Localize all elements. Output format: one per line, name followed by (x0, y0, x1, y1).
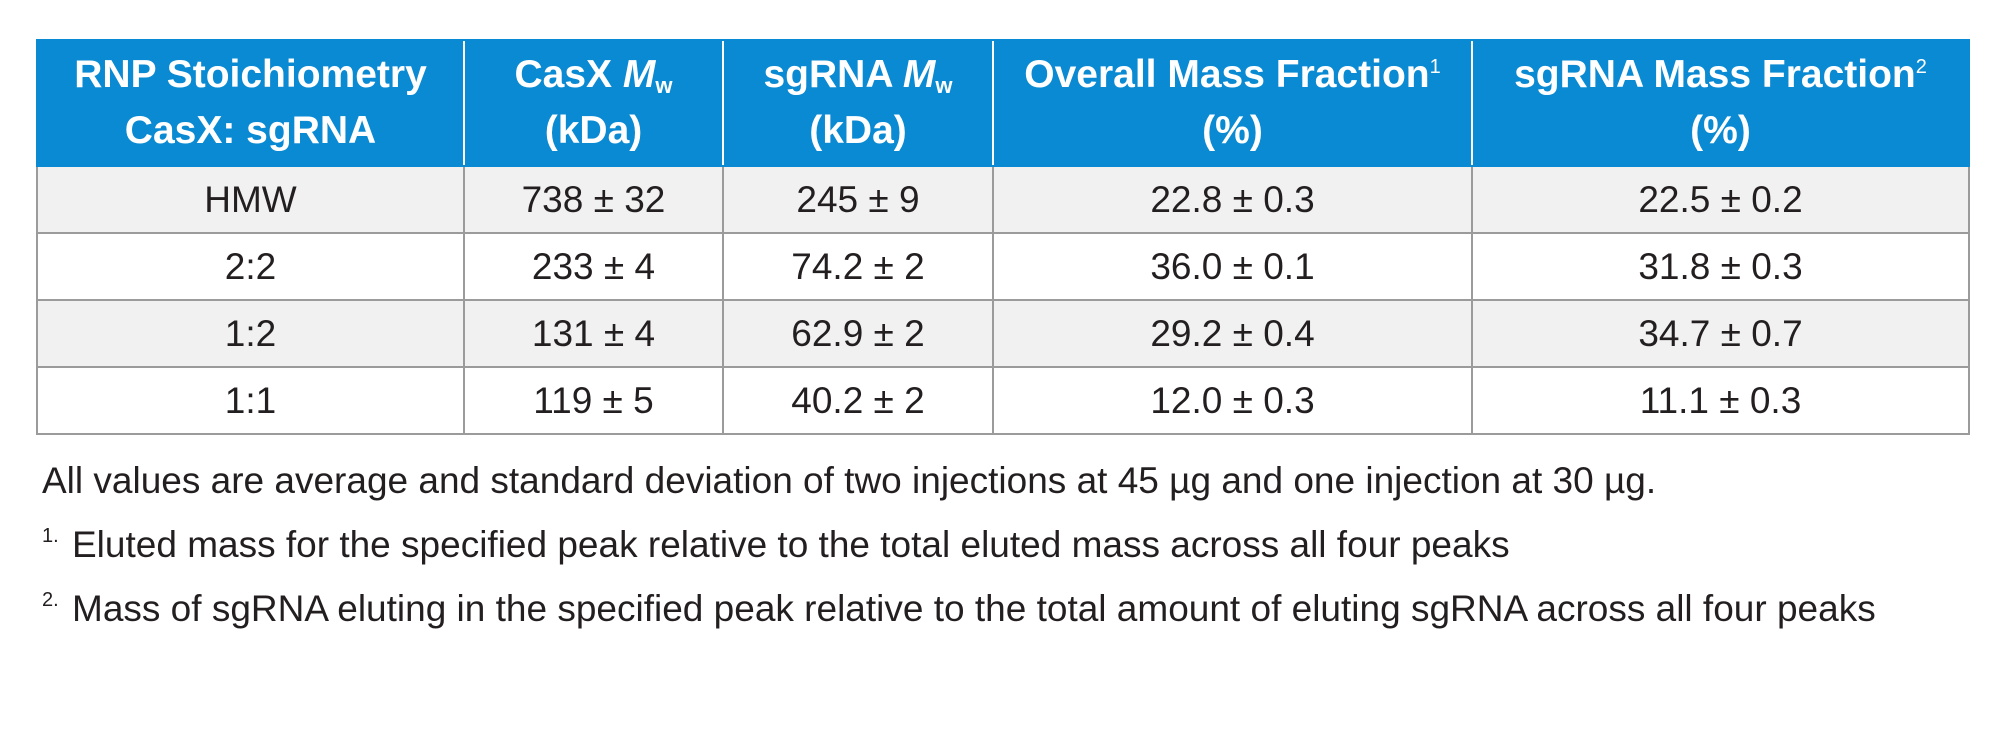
table-cell: 22.5 ± 0.2 (1471, 165, 1970, 234)
table-row: 1:1 119 ± 5 40.2 ± 2 12.0 ± 0.3 11.1 ± 0… (36, 366, 1970, 435)
table-cell: 40.2 ± 2 (722, 366, 994, 435)
table-cell: 245 ± 9 (722, 165, 994, 234)
footnote-marker: 2. (42, 589, 59, 611)
header-sgrna-mass-fraction: sgRNA Mass Fraction2 (%) (1471, 39, 1970, 167)
rnp-stoichiometry-table: RNP Stoichiometry CasX: sgRNA CasX Mw (k… (36, 39, 1970, 435)
table-row: 1:2 131 ± 4 62.9 ± 2 29.2 ± 0.4 34.7 ± 0… (36, 299, 1970, 368)
header-text: CasX: sgRNA (124, 109, 377, 152)
table-cell: 1:2 (36, 299, 465, 368)
table-cell: 2:2 (36, 232, 465, 301)
table-cell: HMW (36, 165, 465, 234)
header-overall-mass-fraction: Overall Mass Fraction1 (%) (992, 39, 1472, 167)
table-cell: 233 ± 4 (463, 232, 724, 301)
table-cell: 31.8 ± 0.3 (1471, 232, 1970, 301)
table-cell: 74.2 ± 2 (722, 232, 994, 301)
data-table-container: RNP Stoichiometry CasX: sgRNA CasX Mw (k… (36, 39, 1970, 435)
table-cell: 36.0 ± 0.1 (992, 232, 1473, 301)
header-text: sgRNA Mw (763, 53, 953, 98)
footnote-1: 1. Eluted mass for the specified peak re… (42, 522, 1962, 568)
footnote-text: Eluted mass for the specified peak relat… (72, 524, 1510, 565)
table-cell: 34.7 ± 0.7 (1471, 299, 1970, 368)
header-text: CasX Mw (514, 53, 673, 98)
header-rnp-stoichiometry: RNP Stoichiometry CasX: sgRNA (36, 39, 464, 167)
table-row: 2:2 233 ± 4 74.2 ± 2 36.0 ± 0.1 31.8 ± 0… (36, 232, 1970, 301)
table-notes: All values are average and standard devi… (42, 458, 1962, 650)
table-header-row: RNP Stoichiometry CasX: sgRNA CasX Mw (k… (36, 39, 1970, 167)
table-cell: 29.2 ± 0.4 (992, 299, 1473, 368)
header-sgrna-mw: sgRNA Mw (kDa) (722, 39, 993, 167)
table-row: HMW 738 ± 32 245 ± 9 22.8 ± 0.3 22.5 ± 0… (36, 165, 1970, 234)
header-text: (kDa) (809, 109, 907, 152)
header-text: Overall Mass Fraction1 (1024, 53, 1441, 96)
table-cell: 22.8 ± 0.3 (992, 165, 1473, 234)
header-text: sgRNA Mass Fraction2 (1514, 53, 1927, 96)
table-cell: 11.1 ± 0.3 (1471, 366, 1970, 435)
table-cell: 1:1 (36, 366, 465, 435)
table-cell: 62.9 ± 2 (722, 299, 994, 368)
table-cell: 131 ± 4 (463, 299, 724, 368)
header-text: (kDa) (544, 109, 643, 152)
table-cell: 738 ± 32 (463, 165, 724, 234)
footnote-marker: 1. (42, 525, 59, 547)
footnote-text: Mass of sgRNA eluting in the specified p… (72, 588, 1876, 629)
summary-note: All values are average and standard devi… (42, 460, 1657, 501)
header-text: (%) (1690, 109, 1751, 152)
header-casx-mw: CasX Mw (kDa) (463, 39, 723, 167)
header-text: (%) (1202, 109, 1263, 152)
table-cell: 12.0 ± 0.3 (992, 366, 1473, 435)
header-text: RNP Stoichiometry (74, 53, 427, 96)
footnote-2: 2. Mass of sgRNA eluting in the specifie… (42, 586, 1962, 632)
table-cell: 119 ± 5 (463, 366, 724, 435)
